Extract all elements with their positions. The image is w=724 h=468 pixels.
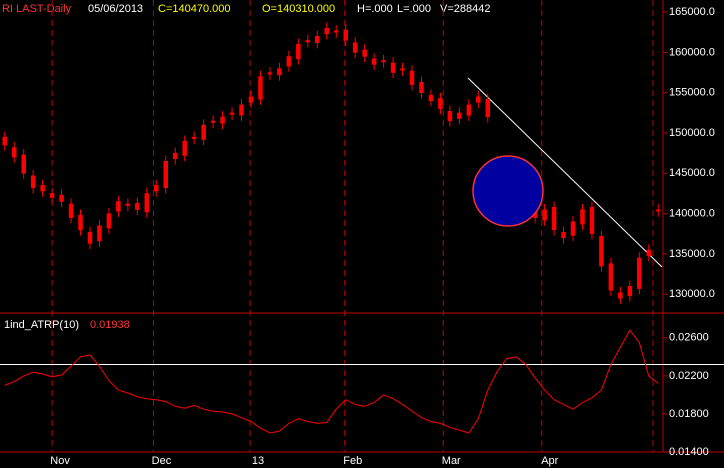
y-tick-label: 145000.0 bbox=[669, 167, 715, 179]
candle-body bbox=[21, 154, 26, 174]
x-tick-label: 13 bbox=[252, 455, 264, 467]
candle-body bbox=[542, 209, 547, 221]
symbol-title: RI LAST-Daily bbox=[2, 3, 72, 15]
candle-body bbox=[466, 104, 472, 116]
candle-body bbox=[78, 215, 83, 231]
candle-body bbox=[646, 249, 652, 256]
y-tick-label: 165000.0 bbox=[669, 6, 715, 18]
candle-body bbox=[333, 30, 339, 33]
candle-body bbox=[618, 292, 623, 299]
y-tick-label: 140000.0 bbox=[669, 208, 715, 220]
candle-body bbox=[59, 194, 64, 202]
candle-body bbox=[267, 72, 273, 75]
indicator-value: 0.01938 bbox=[90, 319, 130, 331]
y-tick-label: 135000.0 bbox=[669, 248, 715, 260]
candle-body bbox=[191, 136, 197, 139]
candle-body bbox=[561, 231, 566, 239]
candle-body bbox=[476, 96, 481, 103]
candle-body bbox=[116, 201, 121, 212]
candle-body bbox=[87, 231, 93, 244]
candle-body bbox=[371, 58, 377, 65]
candle-body bbox=[656, 209, 661, 212]
candle-body bbox=[324, 27, 330, 35]
candle-body bbox=[485, 98, 491, 118]
candle-body bbox=[154, 185, 159, 192]
candle-body bbox=[277, 68, 282, 76]
candle-body bbox=[589, 206, 595, 235]
candle-body bbox=[608, 263, 614, 291]
volume-label: V=288442 bbox=[440, 3, 490, 15]
candle-body bbox=[182, 140, 187, 156]
candle-body bbox=[135, 202, 140, 210]
candle-body bbox=[409, 70, 415, 85]
candle-body bbox=[163, 160, 168, 189]
candle-body bbox=[343, 29, 348, 41]
candle-body bbox=[551, 206, 557, 231]
candle-body bbox=[144, 193, 150, 213]
x-tick-label: Apr bbox=[541, 455, 558, 467]
x-tick-label: Feb bbox=[343, 455, 362, 467]
candle-body bbox=[390, 62, 396, 73]
candle-body bbox=[637, 257, 642, 289]
candle-body bbox=[239, 104, 244, 116]
indicator-title: 1ind_ATRP(10) bbox=[4, 319, 79, 331]
indicator-line bbox=[4, 329, 659, 434]
candle-body bbox=[296, 44, 301, 60]
candle-body bbox=[125, 203, 131, 206]
candle-body bbox=[11, 147, 17, 158]
candle-body bbox=[627, 285, 633, 297]
candle-body bbox=[580, 209, 585, 225]
candle-body bbox=[258, 76, 263, 100]
open-label: O=140310.000 bbox=[262, 3, 335, 15]
candle-body bbox=[362, 49, 367, 57]
trend-line bbox=[467, 77, 663, 268]
date-label: 05/06/2013 bbox=[88, 3, 143, 15]
y-tick-label: 0.01400 bbox=[669, 446, 709, 458]
candle-body bbox=[599, 235, 604, 267]
candle-body bbox=[400, 68, 405, 71]
low-label: L=.000 bbox=[397, 3, 431, 15]
candle-body bbox=[106, 213, 112, 229]
candle-body bbox=[210, 120, 216, 123]
y-tick-label: 0.01800 bbox=[669, 408, 709, 420]
y-tick-label: 160000.0 bbox=[669, 46, 715, 58]
candle-body bbox=[457, 112, 462, 119]
candle-body bbox=[381, 60, 386, 63]
candle-body bbox=[97, 225, 102, 242]
candle-body bbox=[201, 124, 206, 140]
candle-body bbox=[220, 116, 225, 124]
x-tick-label: Mar bbox=[442, 455, 461, 467]
candle-body bbox=[286, 56, 292, 67]
candle-body bbox=[68, 203, 74, 218]
candle-body bbox=[438, 98, 443, 110]
high-label: H=.000 bbox=[357, 3, 393, 15]
candle-body bbox=[172, 152, 178, 160]
highlight-circle bbox=[472, 155, 544, 227]
close-label: C=140470.000 bbox=[158, 3, 230, 15]
candle-body bbox=[248, 96, 254, 103]
y-tick-label: 0.02600 bbox=[669, 332, 709, 344]
candle-body bbox=[30, 175, 36, 189]
candle-body bbox=[315, 36, 320, 43]
x-tick-label: Nov bbox=[50, 455, 70, 467]
candle-body bbox=[570, 221, 576, 236]
candle-body bbox=[49, 193, 55, 198]
candle-body bbox=[352, 42, 358, 53]
candle-body bbox=[428, 94, 434, 102]
candle-body bbox=[40, 185, 45, 192]
candle-body bbox=[419, 81, 424, 93]
candle-body bbox=[229, 112, 235, 115]
y-tick-label: 150000.0 bbox=[669, 127, 715, 139]
y-tick-label: 0.02200 bbox=[669, 370, 709, 382]
x-tick-label: Dec bbox=[152, 455, 172, 467]
candle-body bbox=[2, 136, 7, 146]
candle-body bbox=[447, 111, 453, 122]
y-tick-label: 155000.0 bbox=[669, 87, 715, 99]
y-tick-label: 130000.0 bbox=[669, 288, 715, 300]
candle-body bbox=[305, 40, 311, 43]
